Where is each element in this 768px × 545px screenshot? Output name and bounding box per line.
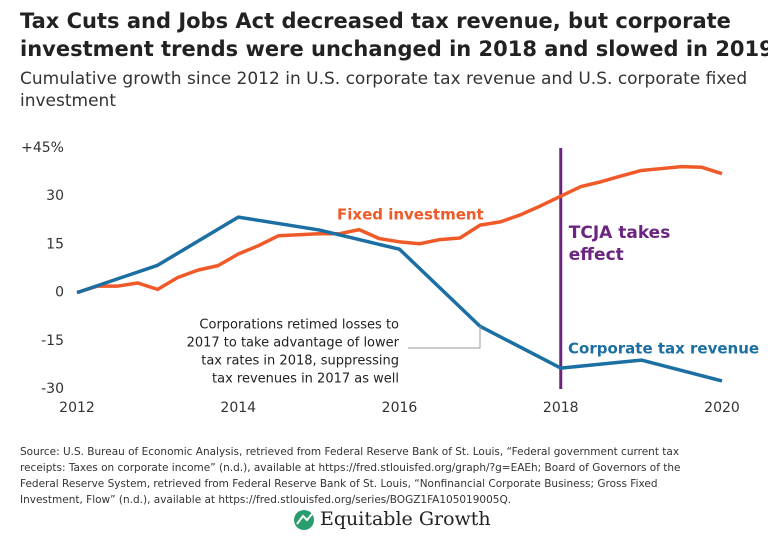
line — [76, 215, 723, 383]
reference-label: TCJA takes — [569, 223, 671, 243]
source: Source: U.S. Bureau of Economic Analysis… — [20, 446, 679, 458]
line — [76, 164, 723, 295]
logo-icon — [294, 510, 314, 530]
x-tick-label: 2016 — [382, 400, 418, 416]
y-tick-label: 30 — [46, 188, 64, 204]
chart-title: Tax Cuts and Jobs Act decreased tax reve… — [20, 9, 731, 33]
source: Investment, Flow” (n.d.), available at h… — [20, 494, 511, 506]
y-tick-label: 0 — [55, 285, 64, 301]
annotation: tax revenues in 2017 as well — [212, 372, 399, 387]
x-tick-label: 2014 — [220, 400, 256, 416]
logo-text: Equitable Growth — [320, 508, 491, 530]
x-tick-label: 2012 — [59, 400, 95, 416]
chart-subtitle: Cumulative growth since 2012 in U.S. cor… — [20, 69, 747, 89]
chart-subtitle: investment — [20, 91, 116, 111]
y-tick-label: +45% — [21, 140, 64, 156]
series-label: Fixed investment — [337, 206, 484, 224]
annotation: Corporations retimed losses to — [199, 318, 399, 333]
y-tick-label: -30 — [41, 381, 64, 397]
series-label: Corporate tax revenue — [568, 340, 759, 358]
annotation: tax rates in 2018, suppressing — [201, 354, 399, 369]
y-tick-label: 15 — [46, 236, 64, 252]
annotation-leader — [408, 326, 481, 349]
source: Federal Reserve System, retrieved from F… — [20, 478, 658, 490]
x-tick-label: 2018 — [543, 400, 579, 416]
reference-label: effect — [569, 245, 624, 265]
annotation: 2017 to take advantage of lower — [187, 336, 400, 351]
chart-title: investment trends were unchanged in 2018… — [20, 37, 768, 61]
y-tick-label: -15 — [41, 333, 64, 349]
x-tick-label: 2020 — [704, 400, 740, 416]
source: receipts: Taxes on corporate income” (n.… — [20, 462, 680, 474]
